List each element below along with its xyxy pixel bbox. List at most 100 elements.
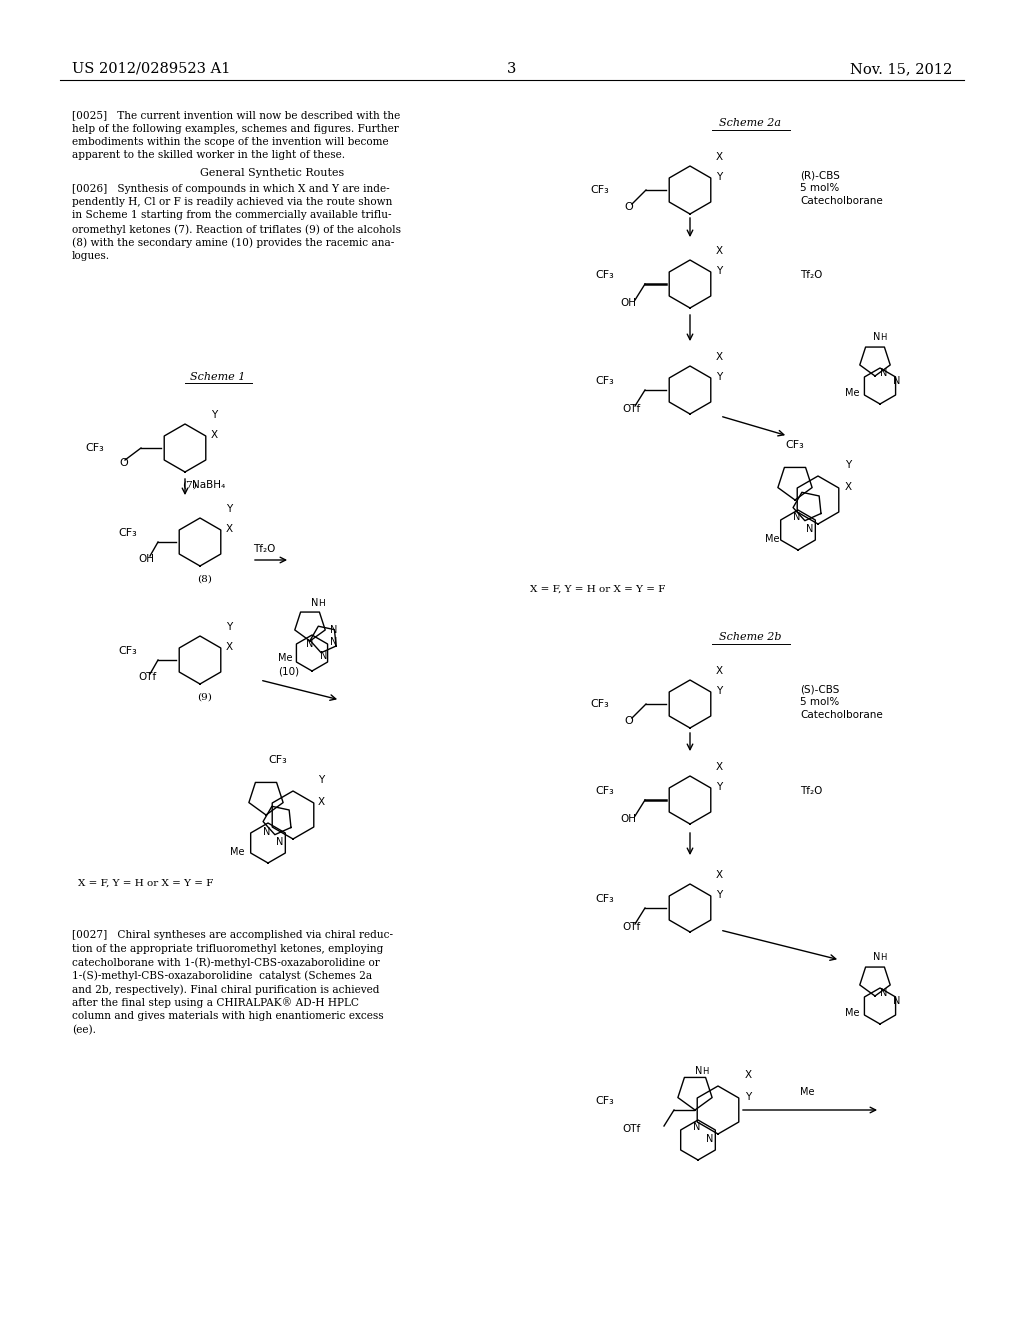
Text: X: X — [716, 870, 723, 880]
Text: Nov. 15, 2012: Nov. 15, 2012 — [850, 62, 952, 77]
Text: 1-(S)-methyl-CBS-oxazaborolidine  catalyst (Schemes 2a: 1-(S)-methyl-CBS-oxazaborolidine catalys… — [72, 970, 372, 981]
Text: pendently H, Cl or F is readily achieved via the route shown: pendently H, Cl or F is readily achieved… — [72, 197, 392, 207]
Text: General Synthetic Routes: General Synthetic Routes — [200, 168, 344, 178]
Text: X: X — [716, 762, 723, 772]
Text: N: N — [319, 651, 328, 661]
Text: N: N — [880, 368, 888, 378]
Text: 5 mol%: 5 mol% — [800, 183, 840, 193]
Text: Tf₂O: Tf₂O — [800, 271, 822, 280]
Text: X: X — [745, 1071, 752, 1080]
Text: H: H — [702, 1067, 709, 1076]
Text: X: X — [226, 642, 233, 652]
Text: N: N — [873, 333, 881, 342]
Text: N: N — [695, 1067, 702, 1076]
Text: 5 mol%: 5 mol% — [800, 697, 840, 708]
Text: CF₃: CF₃ — [268, 755, 287, 766]
Text: Y: Y — [716, 372, 722, 381]
Text: N: N — [306, 639, 313, 649]
Text: catecholborane with 1-(R)-methyl-CBS-oxazaborolidine or: catecholborane with 1-(R)-methyl-CBS-oxa… — [72, 957, 380, 968]
Text: X = F, Y = H or X = Y = F: X = F, Y = H or X = Y = F — [78, 879, 213, 888]
Text: Y: Y — [211, 411, 217, 420]
Text: N: N — [706, 1134, 714, 1144]
Text: CF₃: CF₃ — [595, 271, 613, 280]
Text: O: O — [624, 715, 633, 726]
Text: [0025]   The current invention will now be described with the: [0025] The current invention will now be… — [72, 110, 400, 120]
Text: OTf: OTf — [622, 1125, 640, 1134]
Text: (ee).: (ee). — [72, 1024, 96, 1035]
Text: (8) with the secondary amine (10) provides the racemic ana-: (8) with the secondary amine (10) provid… — [72, 238, 394, 248]
Text: Me: Me — [800, 1086, 814, 1097]
Text: NaBH₄: NaBH₄ — [193, 480, 225, 490]
Text: N: N — [873, 952, 881, 962]
Text: Y: Y — [226, 622, 232, 632]
Text: OH: OH — [620, 814, 636, 824]
Text: X: X — [845, 482, 852, 492]
Text: Y: Y — [716, 890, 722, 900]
Text: CF₃: CF₃ — [85, 444, 103, 453]
Text: CF₃: CF₃ — [118, 528, 137, 539]
Text: CF₃: CF₃ — [595, 894, 613, 904]
Text: tion of the appropriate trifluoromethyl ketones, employing: tion of the appropriate trifluoromethyl … — [72, 944, 383, 953]
Text: (10): (10) — [278, 667, 299, 677]
Text: CF₃: CF₃ — [595, 785, 613, 796]
Text: N: N — [263, 828, 270, 837]
Text: Tf₂O: Tf₂O — [800, 785, 822, 796]
Text: H: H — [880, 333, 887, 342]
Text: Scheme 1: Scheme 1 — [190, 372, 246, 381]
Text: N: N — [880, 987, 888, 998]
Text: OH: OH — [138, 554, 154, 564]
Text: CF₃: CF₃ — [590, 185, 608, 195]
Text: 3: 3 — [507, 62, 517, 77]
Text: N: N — [311, 598, 318, 609]
Text: X: X — [211, 430, 218, 440]
Text: CF₃: CF₃ — [595, 376, 613, 385]
Text: and 2b, respectively). Final chiral purification is achieved: and 2b, respectively). Final chiral puri… — [72, 983, 380, 994]
Text: [0027]   Chiral syntheses are accomplished via chiral reduc-: [0027] Chiral syntheses are accomplished… — [72, 931, 393, 940]
Text: in Scheme 1 starting from the commercially available triflu-: in Scheme 1 starting from the commercial… — [72, 210, 391, 220]
Text: OTf: OTf — [622, 921, 640, 932]
Text: H: H — [318, 599, 325, 609]
Text: X: X — [226, 524, 233, 535]
Text: X: X — [716, 246, 723, 256]
Text: after the final step using a CHIRALPAK® AD-H HPLC: after the final step using a CHIRALPAK® … — [72, 998, 359, 1008]
Text: N: N — [330, 624, 337, 635]
Text: X: X — [318, 797, 326, 807]
Text: X: X — [716, 152, 723, 162]
Text: Y: Y — [716, 686, 722, 696]
Text: (7): (7) — [182, 480, 198, 490]
Text: Me: Me — [845, 388, 859, 399]
Text: (9): (9) — [198, 693, 212, 702]
Text: N: N — [893, 997, 900, 1006]
Text: CF₃: CF₃ — [785, 440, 804, 450]
Text: Scheme 2a: Scheme 2a — [719, 117, 781, 128]
Text: US 2012/0289523 A1: US 2012/0289523 A1 — [72, 62, 230, 77]
Text: [0026]   Synthesis of compounds in which X and Y are inde-: [0026] Synthesis of compounds in which X… — [72, 183, 389, 194]
Text: (8): (8) — [198, 576, 212, 583]
Text: O: O — [119, 458, 128, 469]
Text: Scheme 2b: Scheme 2b — [719, 632, 781, 642]
Text: embodiments within the scope of the invention will become: embodiments within the scope of the inve… — [72, 137, 389, 147]
Text: CF₃: CF₃ — [590, 700, 608, 709]
Text: Y: Y — [845, 459, 851, 470]
Text: N: N — [693, 1122, 700, 1133]
Text: CF₃: CF₃ — [595, 1096, 613, 1106]
Text: Me: Me — [230, 847, 245, 857]
Text: CF₃: CF₃ — [118, 645, 137, 656]
Text: Me: Me — [765, 535, 779, 544]
Text: OTf: OTf — [138, 672, 157, 682]
Text: Y: Y — [716, 781, 722, 792]
Text: help of the following examples, schemes and figures. Further: help of the following examples, schemes … — [72, 124, 398, 133]
Text: Y: Y — [745, 1092, 752, 1102]
Text: Y: Y — [716, 172, 722, 182]
Text: oromethyl ketones (7). Reaction of triflates (9) of the alcohols: oromethyl ketones (7). Reaction of trifl… — [72, 224, 401, 235]
Text: Me: Me — [845, 1008, 859, 1018]
Text: OTf: OTf — [622, 404, 640, 414]
Text: X: X — [716, 352, 723, 362]
Text: N: N — [793, 512, 801, 521]
Text: Y: Y — [318, 775, 325, 785]
Text: X = F, Y = H or X = Y = F: X = F, Y = H or X = Y = F — [530, 585, 666, 594]
Text: (R)-CBS: (R)-CBS — [800, 170, 840, 180]
Text: H: H — [880, 953, 887, 962]
Text: apparent to the skilled worker in the light of these.: apparent to the skilled worker in the li… — [72, 150, 345, 161]
Text: Y: Y — [226, 504, 232, 513]
